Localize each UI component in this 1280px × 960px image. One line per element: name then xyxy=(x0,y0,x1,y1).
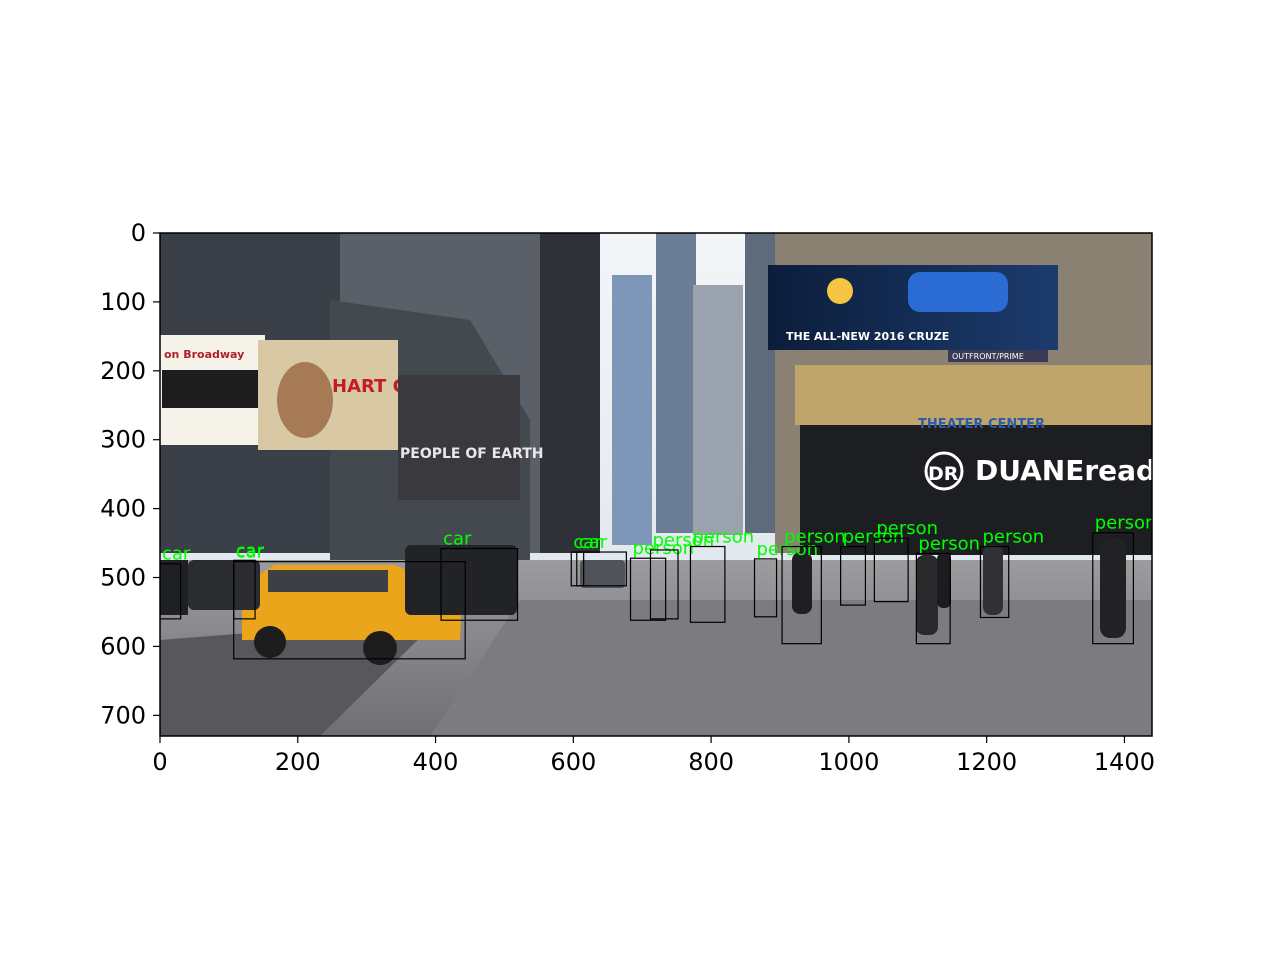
detection-label-car: car xyxy=(162,544,191,565)
y-tick-label: 700 xyxy=(100,701,146,729)
detection-box-car xyxy=(160,563,182,620)
detection-label-car: car xyxy=(443,529,472,550)
axes-frame xyxy=(159,232,1153,737)
theater-center-sign-text: THEATER CENTER xyxy=(918,417,1045,432)
y-tick-label: 200 xyxy=(100,357,146,385)
x-tick-label: 0 xyxy=(152,748,167,776)
detection-box-person xyxy=(629,557,667,621)
x-tick-label: 400 xyxy=(413,748,459,776)
y-tick-label: 600 xyxy=(100,632,146,660)
broadway-sign-text: on Broadway xyxy=(164,348,244,361)
y-tick-label: 0 xyxy=(131,219,146,247)
detection-box-person xyxy=(1092,532,1135,645)
detection-label-person: person xyxy=(633,538,695,559)
people-of-earth-sign-text: PEOPLE OF EARTH xyxy=(400,446,544,462)
detection-box-person xyxy=(781,545,822,645)
x-tick-label: 200 xyxy=(275,748,321,776)
detection-box-car xyxy=(233,561,466,660)
x-tick-label: 600 xyxy=(550,748,596,776)
detection-box-person xyxy=(873,537,909,603)
detection-label-car: car xyxy=(573,532,602,553)
detection-box-person xyxy=(840,545,867,606)
billboard-cruze-text: THE ALL-NEW 2016 CRUZE xyxy=(786,330,949,343)
dr-logo-text: DR xyxy=(928,463,959,485)
detection-label-person: person xyxy=(692,527,754,548)
detection-box-person xyxy=(753,558,778,618)
y-tick-label: 100 xyxy=(100,288,146,316)
detection-box-person xyxy=(979,545,1010,619)
detection-label-person: person xyxy=(982,527,1044,548)
y-tick-label: 400 xyxy=(100,495,146,523)
detection-label-person: person xyxy=(918,533,980,554)
detection-box-person xyxy=(649,549,679,620)
detection-box-car xyxy=(576,551,627,587)
x-tick-label: 1000 xyxy=(818,748,879,776)
x-axis: 0 200 400 600 800 1000 1200 1400 xyxy=(152,736,1155,776)
detection-label-car: car xyxy=(579,532,608,553)
detection-box-car xyxy=(440,547,519,621)
duane-reade-sign-text: DUANEreade xyxy=(975,454,1175,487)
x-tick-label: 1200 xyxy=(956,748,1017,776)
detection-label-person: person xyxy=(757,539,819,560)
detection-label-person: person xyxy=(1095,513,1157,534)
detection-label-car: car xyxy=(236,540,265,561)
y-axis: 0 100 200 300 400 500 600 700 xyxy=(100,219,160,729)
x-tick-label: 800 xyxy=(688,748,734,776)
y-tick-label: 300 xyxy=(100,426,146,454)
detection-label-person: person xyxy=(652,530,714,551)
detection-box-person xyxy=(915,552,951,645)
detection-label-person: person xyxy=(876,518,938,539)
detection-box-person xyxy=(689,545,726,623)
detection-label-person: person xyxy=(784,527,846,548)
detection-label-person: person xyxy=(843,527,905,548)
x-tick-label: 1400 xyxy=(1094,748,1155,776)
y-tick-label: 500 xyxy=(100,564,146,592)
outfront-sign-text: OUTFRONT/PRIME xyxy=(952,352,1024,361)
street-photo: THE ALL-NEW 2016 CRUZE OUTFRONT/PRIME on… xyxy=(160,233,1175,736)
detection-label-car: car xyxy=(236,542,265,563)
